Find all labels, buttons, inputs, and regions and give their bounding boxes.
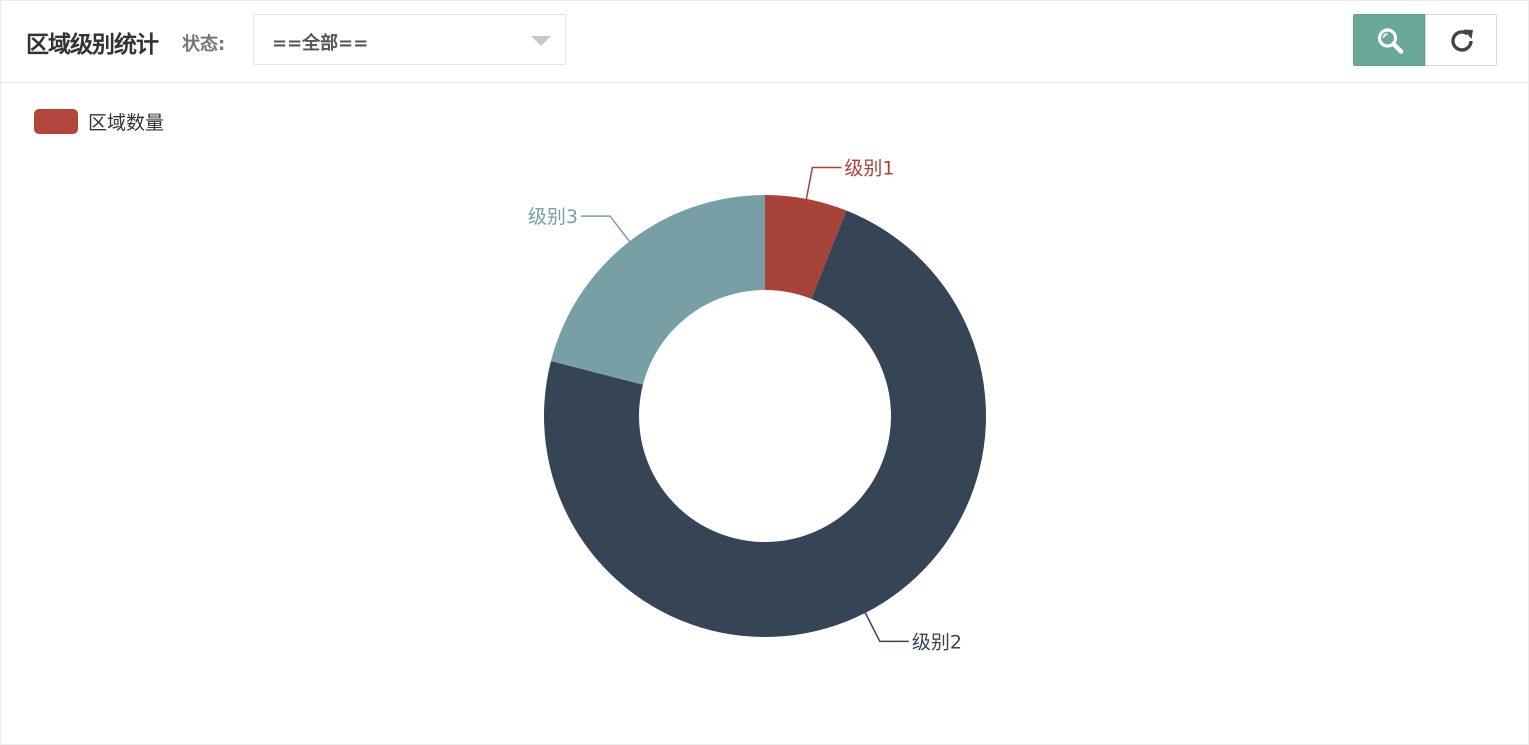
slice-leader-line — [805, 166, 842, 202]
refresh-button[interactable] — [1425, 14, 1497, 66]
pie-slice[interactable] — [550, 195, 765, 385]
status-select-value: ==全部== — [272, 33, 369, 54]
slice-label: 级别3 — [528, 206, 578, 228]
toolbar: 区域级别统计 状态: ==全部== — [1, 1, 1528, 83]
pie-slice[interactable] — [765, 195, 847, 299]
legend-swatch — [34, 109, 78, 134]
slice-label: 级别2 — [912, 631, 962, 653]
slice-leader-line — [580, 215, 632, 244]
refresh-icon — [1451, 29, 1473, 52]
pie-slice[interactable] — [544, 210, 986, 637]
search-icon — [1377, 28, 1404, 54]
status-label: 状态: — [182, 34, 226, 55]
action-button-group — [1353, 14, 1497, 66]
search-button[interactable] — [1353, 14, 1425, 66]
status-select[interactable]: ==全部== — [253, 14, 566, 65]
slice-leader-line — [863, 610, 909, 643]
page-title: 区域级别统计 — [26, 32, 159, 58]
slice-label: 级别1 — [844, 157, 894, 179]
chevron-down-icon — [531, 36, 551, 46]
legend-label: 区域数量 — [88, 112, 165, 134]
donut-chart: 级别1 级别2 级别3 — [528, 157, 986, 653]
